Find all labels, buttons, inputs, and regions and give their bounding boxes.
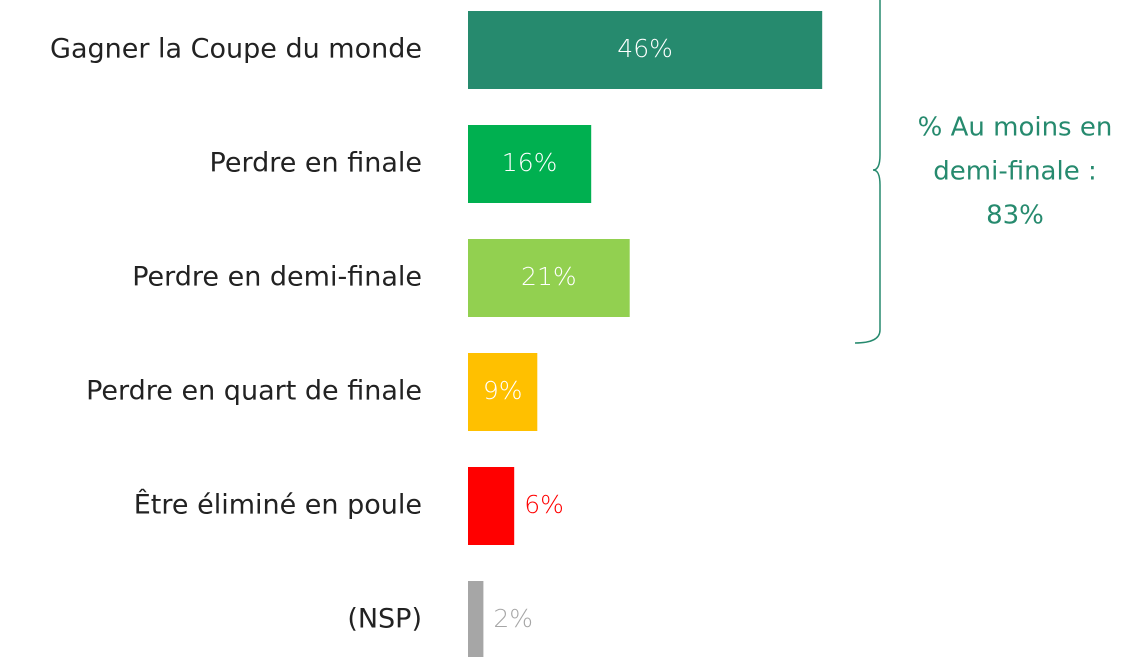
bar (468, 581, 484, 657)
category-label: Être éliminé en poule (134, 489, 422, 521)
bar (468, 353, 538, 431)
value-label: 21% (521, 262, 577, 291)
bracket (854, 0, 881, 344)
category-label: Perdre en demi-finale (132, 262, 422, 293)
value-label: 16% (502, 148, 558, 177)
value-label: 2% (493, 604, 533, 633)
category-label: Gagner la Coupe du monde (50, 34, 422, 65)
value-label: 6% (524, 490, 564, 519)
bar (468, 125, 592, 203)
value-label: 46% (617, 34, 673, 63)
bar (468, 239, 630, 317)
annotation: demi-finale : (933, 157, 1096, 187)
category-label: (NSP) (347, 604, 422, 635)
value-label: 9% (483, 376, 523, 405)
category-label: Perdre en quart de finale (86, 376, 422, 407)
annotation: % Au moins en (918, 113, 1113, 143)
bar (468, 467, 515, 545)
bar (468, 11, 823, 89)
annotation: 83% (986, 201, 1044, 231)
category-label: Perdre en finale (210, 148, 422, 179)
